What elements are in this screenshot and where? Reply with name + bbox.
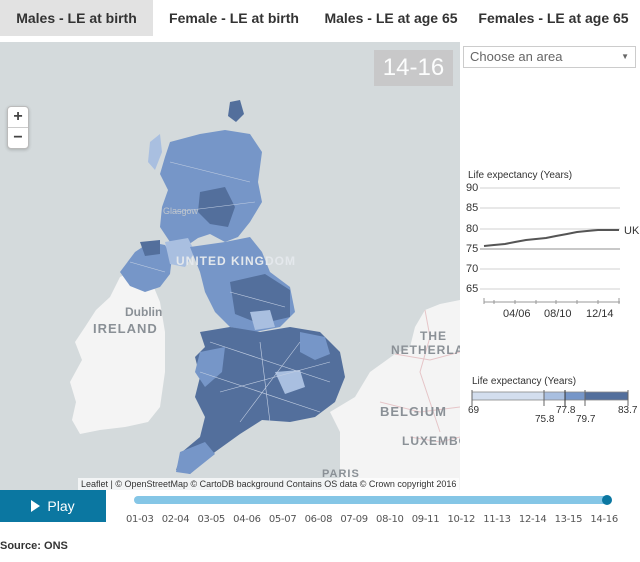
source-note: Source: ONS bbox=[0, 540, 68, 552]
period-label[interactable]: 10-12 bbox=[447, 514, 476, 525]
period-label[interactable]: 09-11 bbox=[411, 514, 440, 525]
period-label[interactable]: 12-14 bbox=[518, 514, 547, 525]
map-label-dublin: Dublin bbox=[125, 305, 163, 319]
map-label-ireland: IRELAND bbox=[93, 321, 158, 336]
tab-bar: Males - LE at birth Female - LE at birth… bbox=[0, 0, 640, 36]
zoom-in-button[interactable]: + bbox=[8, 107, 28, 128]
tab-female-le-birth[interactable]: Female - LE at birth bbox=[169, 10, 299, 26]
tab-females-le-65[interactable]: Females - LE at age 65 bbox=[478, 10, 629, 26]
line-chart-title: Life expectancy (Years) bbox=[468, 170, 573, 181]
legend-title: Life expectancy (Years) bbox=[472, 376, 577, 387]
line-label-uk: UK bbox=[624, 225, 640, 237]
period-label[interactable]: 04-06 bbox=[233, 514, 261, 525]
play-label: Play bbox=[47, 498, 75, 514]
legend-break-69: 69 bbox=[468, 405, 480, 416]
period-label[interactable]: 07-09 bbox=[340, 514, 368, 525]
legend-break-77-8: 77.8 bbox=[556, 405, 576, 416]
period-label[interactable]: 13-15 bbox=[554, 514, 583, 525]
legend-break-75-8: 75.8 bbox=[535, 414, 555, 425]
y-tick-90: 90 bbox=[466, 182, 479, 194]
x-tick-04-06: 04/06 bbox=[503, 308, 531, 320]
period-label[interactable]: 11-13 bbox=[483, 514, 511, 525]
map-label-netherlands-1: THE bbox=[420, 329, 447, 343]
period-label[interactable]: 02-04 bbox=[161, 514, 190, 525]
y-tick-85: 85 bbox=[466, 202, 479, 214]
chevron-down-icon: ▼ bbox=[621, 52, 629, 61]
y-tick-70: 70 bbox=[466, 263, 479, 275]
y-tick-65: 65 bbox=[466, 283, 479, 295]
area-select[interactable]: Choose an area ▼ bbox=[463, 46, 636, 68]
map-shapes bbox=[70, 100, 460, 490]
x-tick-08-10: 08/10 bbox=[544, 308, 572, 320]
map-attribution[interactable]: Leaflet | © OpenStreetMap © CartoDB back… bbox=[78, 478, 460, 490]
legend-break-79-7: 79.7 bbox=[576, 414, 596, 425]
side-panel: Choose an area ▼ Life expectancy (Years)… bbox=[460, 42, 640, 490]
period-label[interactable]: 06-08 bbox=[304, 514, 333, 525]
play-button[interactable]: Play bbox=[0, 490, 106, 522]
map-label-luxembourg: LUXEMBOURG bbox=[402, 434, 460, 448]
zoom-control: + − bbox=[7, 106, 29, 149]
color-legend bbox=[471, 390, 629, 406]
period-labels: 01-03 02-04 03-05 04-06 05-07 06-08 07-0… bbox=[126, 514, 626, 525]
map-label-netherlands-2: NETHERLANDS bbox=[391, 343, 460, 357]
play-icon bbox=[31, 500, 41, 512]
tab-males-le-birth[interactable]: Males - LE at birth bbox=[0, 0, 153, 36]
map-label-paris: PARIS bbox=[322, 468, 360, 480]
life-expectancy-line-chart bbox=[480, 187, 620, 304]
y-tick-75: 75 bbox=[466, 243, 479, 255]
period-label[interactable]: 03-05 bbox=[197, 514, 225, 525]
map-label-belgium: BELGIUM bbox=[380, 404, 447, 419]
period-label[interactable]: 05-07 bbox=[268, 514, 297, 525]
map-label-glasgow: Glasgow bbox=[163, 206, 199, 216]
x-tick-12-14: 12/14 bbox=[586, 308, 614, 320]
period-label[interactable]: 08-10 bbox=[376, 514, 404, 525]
y-tick-80: 80 bbox=[466, 223, 479, 235]
map-label-united-kingdom: UNITED KINGDOM bbox=[176, 254, 296, 268]
period-slider-handle[interactable] bbox=[602, 495, 612, 505]
zoom-out-button[interactable]: − bbox=[13, 129, 23, 146]
legend-break-83-7: 83.7 bbox=[618, 405, 638, 416]
choropleth-map[interactable]: Glasgow UNITED KINGDOM Dublin IRELAND TH… bbox=[0, 42, 460, 490]
period-label[interactable]: 14-16 bbox=[590, 514, 618, 525]
tab-males-le-65[interactable]: Males - LE at age 65 bbox=[324, 10, 458, 26]
area-select-placeholder: Choose an area bbox=[470, 49, 563, 64]
period-slider-track[interactable] bbox=[134, 496, 611, 504]
year-badge: 14-16 bbox=[374, 50, 453, 86]
period-label[interactable]: 01-03 bbox=[126, 514, 154, 525]
